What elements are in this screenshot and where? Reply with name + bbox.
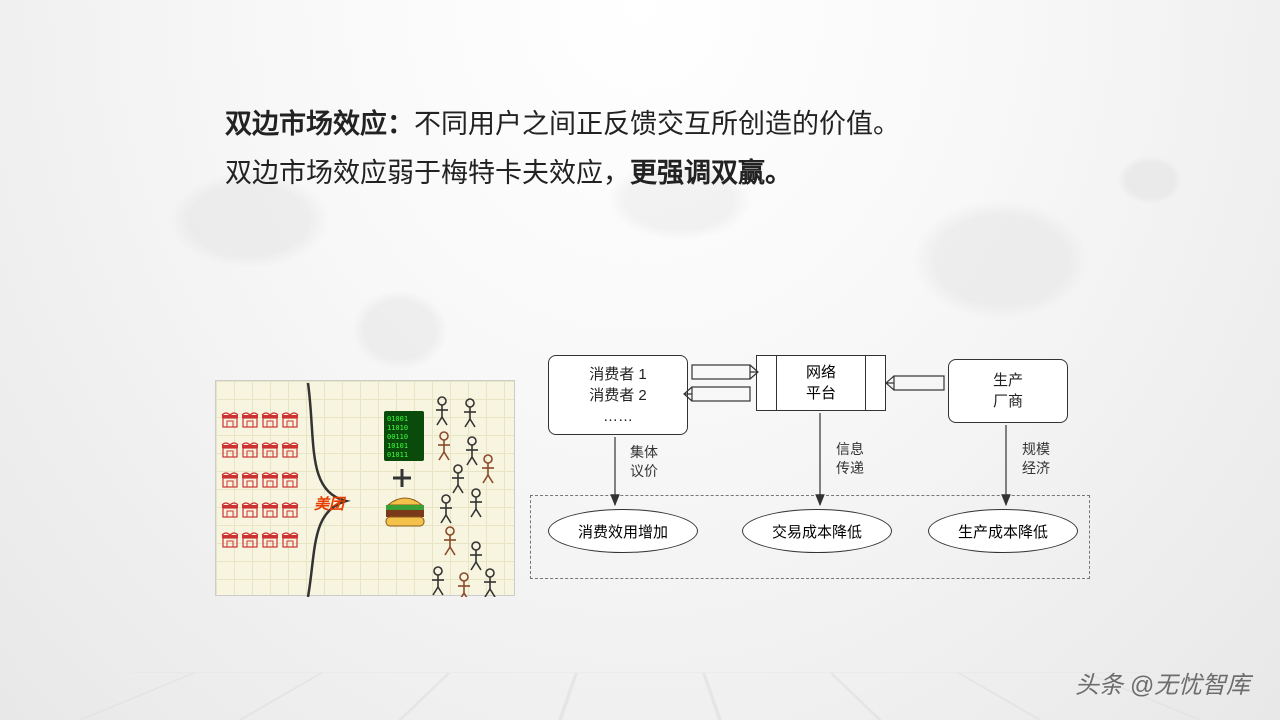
definition-text: 双边市场效应：不同用户之间正反馈交互所创造的价值。 双边市场效应弱于梅特卡夫效应…: [225, 100, 985, 197]
ellipse-consumer-utility: 消费效用增加: [548, 509, 698, 553]
ellipse-transaction-cost: 交易成本降低: [742, 509, 892, 553]
line2b: 更强调双赢。: [630, 158, 792, 188]
watermark: 头条 @无忧智库: [1075, 665, 1250, 700]
label-scale: 规模 经济: [1022, 440, 1050, 478]
svg-text:00110: 00110: [387, 433, 408, 441]
ellipse-production-cost: 生产成本降低: [928, 509, 1078, 553]
svg-text:10101: 10101: [387, 442, 408, 450]
flowchart: 消费者 1 消费者 2 …… 网络 平台 生产 厂商: [530, 345, 1090, 583]
label-collective: 集体 议价: [630, 443, 658, 481]
illustration-svg: 01001 11010 00110 10101 01011: [216, 381, 516, 597]
label-info: 信息 传递: [836, 440, 864, 478]
left-illustration: 01001 11010 00110 10101 01011 美团: [215, 380, 515, 596]
term-rest: 不同用户之间正反馈交互所创造的价值。: [414, 109, 900, 139]
svg-text:01011: 01011: [387, 451, 408, 459]
svg-text:11010: 11010: [387, 424, 408, 432]
svg-text:01001: 01001: [387, 415, 408, 423]
meituan-label: 美团: [314, 493, 344, 514]
term-bold: 双边市场效应：: [225, 109, 414, 139]
line2a: 双边市场效应弱于梅特卡夫效应，: [225, 158, 630, 188]
